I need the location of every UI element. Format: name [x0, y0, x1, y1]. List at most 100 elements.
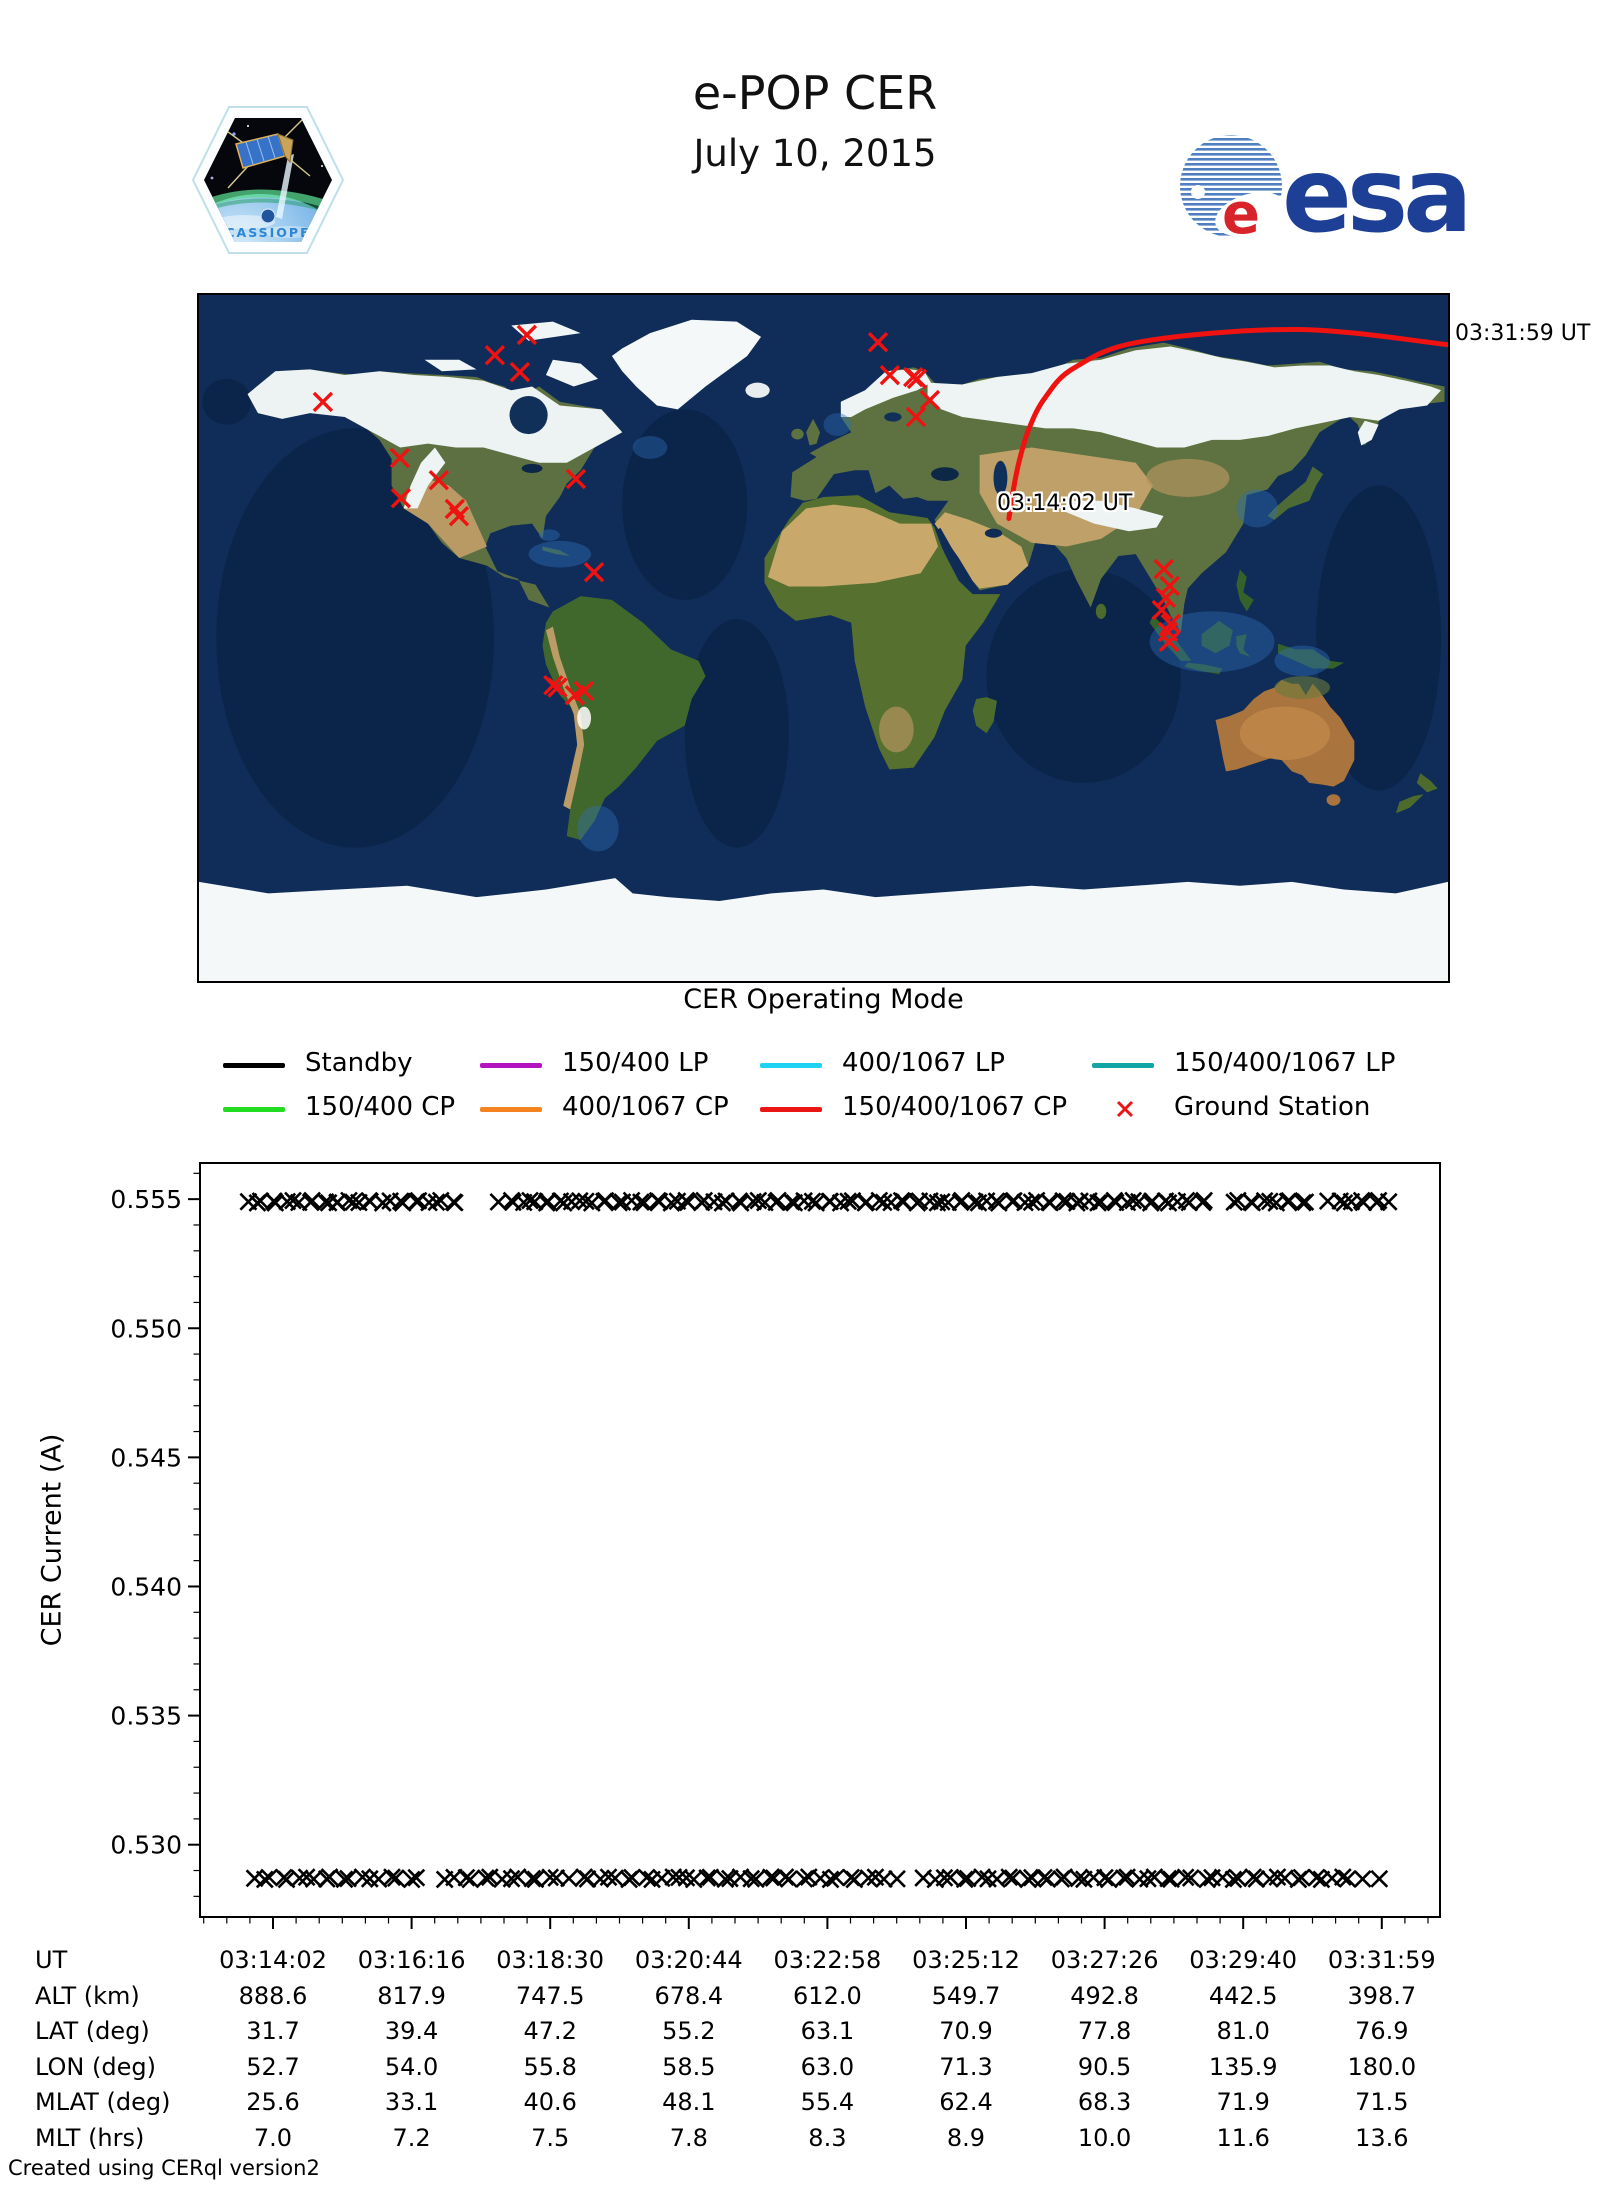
cer-current-data-marker [859, 1869, 878, 1888]
cer-current-data-marker [749, 1191, 768, 1210]
cer-current-data-marker [1055, 1868, 1074, 1887]
table-cell: 03:22:58 [773, 1946, 882, 1974]
cer-current-data-marker [386, 1869, 405, 1888]
table-cell: 71.5 [1355, 2088, 1409, 2116]
cer-current-data-marker [1195, 1191, 1214, 1210]
table-cell: 549.7 [931, 1981, 1001, 2010]
cer-current-data-marker [383, 1868, 401, 1887]
cer-current-data-marker [1333, 1868, 1352, 1887]
cer-current-data-marker [746, 1870, 765, 1889]
cer-current-data-marker [402, 1870, 421, 1889]
ground-station-marker [573, 680, 595, 702]
legend-label: 150/400/1067 CP [842, 1092, 1068, 1122]
ground-station-marker [428, 469, 450, 491]
cer-current-data-marker [1095, 1868, 1114, 1887]
ground-station-marker [516, 324, 538, 346]
cer-current-data-marker [1162, 1870, 1180, 1889]
cer-current-data-marker [1293, 1193, 1312, 1212]
cer-current-data-marker [701, 1868, 720, 1887]
table-cell: 55.4 [800, 2088, 855, 2116]
y-tick-label: 0.535 [110, 1702, 182, 1731]
cer-current-data-marker [716, 1870, 735, 1889]
cer-current-data-marker [255, 1870, 274, 1889]
cer-current-data-marker [1181, 1868, 1200, 1887]
cer-current-data-marker [1292, 1868, 1311, 1887]
cer-current-data-marker [955, 1870, 974, 1889]
cer-current-data-marker [1000, 1868, 1019, 1887]
legend-label: 400/1067 CP [562, 1092, 729, 1122]
ground-station-marker [547, 677, 568, 698]
cer-current-data-marker [1143, 1192, 1162, 1210]
cer-current-data-marker [599, 1868, 618, 1887]
cer-current-data-marker [1296, 1193, 1315, 1212]
table-cell: 888.6 [238, 1981, 308, 2010]
cer-current-data-marker [1089, 1193, 1107, 1212]
cer-current-data-marker [1353, 1869, 1372, 1888]
ground-track-map: 03:14:02 UT 03:31:59 UT [197, 293, 1590, 983]
cer-current-data-marker [1124, 1191, 1143, 1210]
ground-station-marker [484, 344, 506, 366]
legend-label: Ground Station [1174, 1092, 1371, 1122]
table-cell: 55.2 [662, 2017, 716, 2045]
cer-current-data-marker [339, 1869, 357, 1888]
cer-current-data-marker [606, 1869, 625, 1888]
table-cell: 33.1 [384, 2088, 439, 2116]
ground-station-marker [905, 406, 927, 428]
table-cell: 135.9 [1208, 2052, 1278, 2081]
cer-current-data-marker [1338, 1870, 1357, 1888]
cer-current-data-marker [251, 1192, 270, 1210]
cer-current-data-marker [304, 1870, 323, 1889]
table-cell: 39.4 [384, 2017, 439, 2045]
cer-current-data-marker [1260, 1192, 1279, 1211]
table-cell: 180.0 [1347, 2052, 1417, 2081]
cer-current-data-marker [445, 1193, 464, 1212]
ground-station-marker [1159, 575, 1180, 597]
cer-current-data-marker [1069, 1869, 1088, 1888]
legend-swatch-standby [223, 1062, 285, 1068]
svg-text:e: e [1222, 182, 1260, 246]
table-cell: 678.4 [654, 1981, 724, 2010]
cer-current-data-marker [821, 1870, 840, 1889]
table-row-label: MLAT (deg) [35, 2088, 171, 2116]
legend-label: 150/400/1067 LP [1174, 1048, 1396, 1078]
cer-current-data-marker [1379, 1192, 1398, 1211]
plot-border [199, 1162, 1441, 1918]
cer-current-data-marker [260, 1868, 279, 1887]
legend-label: Standby [305, 1048, 413, 1078]
operating-mode-legend: Standby 150/400 LP 400/1067 LP 150/400/1067… [0, 1030, 1600, 1140]
table-cell: 817.9 [377, 1981, 446, 2010]
cer-current-data-marker [1130, 1870, 1149, 1889]
table-cell: 7.2 [392, 2123, 431, 2152]
cer-current-data-marker [1138, 1869, 1157, 1888]
table-cell: 81.0 [1216, 2017, 1270, 2045]
cer-current-data-marker [427, 1193, 446, 1212]
esa-logo: e esa [1180, 135, 1473, 246]
y-axis-label: CER Current (A) [36, 1433, 68, 1647]
y-tick-label: 0.545 [110, 1443, 182, 1472]
ground-station-marker [509, 361, 531, 383]
cer-current-data-marker [839, 1192, 858, 1211]
table-cell: 52.7 [246, 2052, 300, 2081]
table-cell: 63.1 [800, 2017, 855, 2045]
cer-current-data-marker [827, 1868, 845, 1887]
table-cell: 03:18:30 [496, 1946, 605, 1974]
cer-current-data-marker [502, 1869, 521, 1888]
cer-current-data-marker [407, 1868, 426, 1887]
track-end-time-label: 03:31:59 UT [1455, 321, 1591, 346]
cer-current-data-marker [631, 1193, 650, 1212]
table-cell: 03:27:26 [1050, 1946, 1159, 1974]
ground-station-marker [879, 364, 901, 386]
y-tick-label: 0.540 [110, 1572, 182, 1601]
table-cell: 03:31:59 [1327, 1946, 1436, 1974]
cer-current-chart: 0.530 0.535 0.540 0.545 0.550 0.555 [110, 1162, 1441, 1929]
table-cell: 7.8 [669, 2123, 708, 2152]
cer-current-data-marker [1022, 1193, 1041, 1212]
cer-current-data-marker [874, 1870, 893, 1889]
cer-current-data-marker [973, 1868, 991, 1887]
cer-current-data-marker [1159, 1869, 1178, 1888]
ground-station-marker [390, 487, 412, 509]
table-cell: 7.5 [531, 2123, 570, 2152]
table-cell: 03:29:40 [1189, 1946, 1298, 1974]
table-cell: 747.5 [515, 1981, 585, 2010]
legend-swatch-150-400-1067-lp [1092, 1062, 1154, 1068]
